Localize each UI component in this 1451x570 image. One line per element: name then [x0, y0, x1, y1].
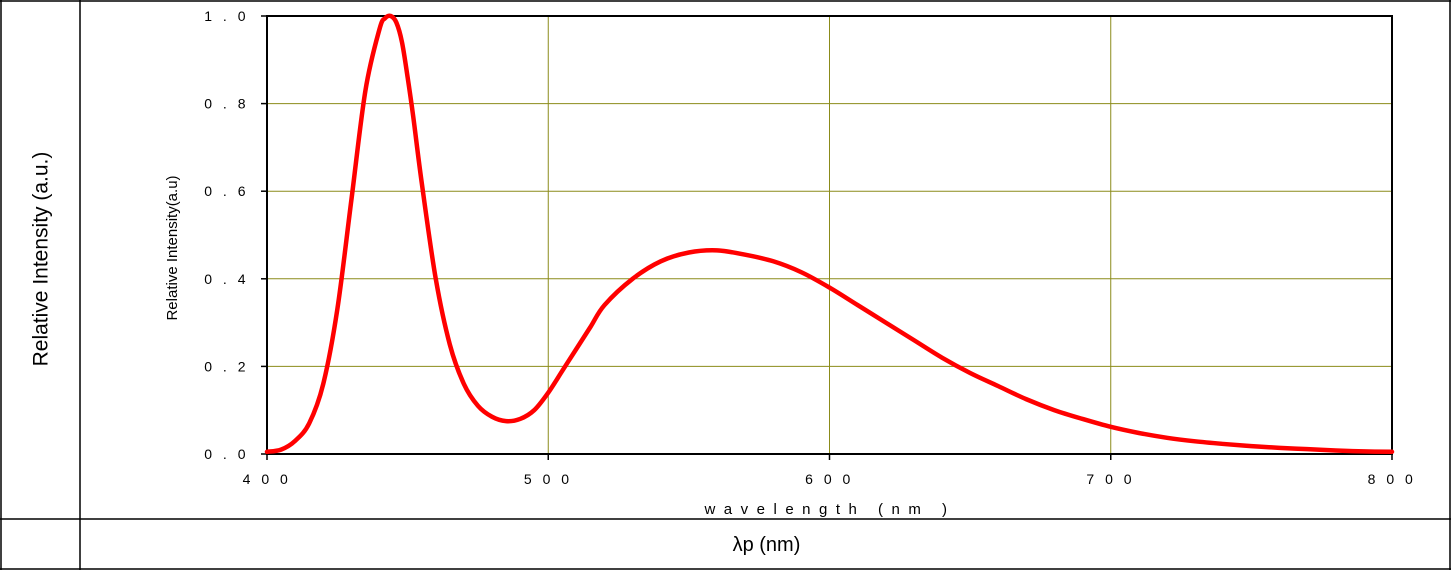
x-tick-label: 5 0 0 [524, 471, 573, 487]
x-tick-label: 6 0 0 [805, 471, 854, 487]
x-axis-title: wavelength (nm ) [703, 501, 955, 518]
y-tick-label: 0 . 4 [204, 271, 249, 287]
y-axis-title: Relative Intensity(a.u) [164, 175, 181, 320]
y-tick-label: 0 . 2 [204, 358, 249, 374]
y-tick-label: 0 . 8 [204, 96, 249, 112]
spectrum-chart: 0 . 0 0 . 2 0 . 4 0 . 6 0 . 8 1 . 0 4 0 0 5 0 … [164, 8, 1417, 518]
x-tick-label: 7 0 0 [1086, 471, 1135, 487]
x-tick-label: 4 0 0 [243, 471, 292, 487]
y-tick-label: 0 . 0 [204, 446, 249, 462]
x-tick-label: 8 0 0 [1368, 471, 1417, 487]
x-axis: 4 0 0 5 0 0 6 0 0 7 0 0 8 0 0 [243, 454, 1417, 487]
y-axis: 0 . 0 0 . 2 0 . 4 0 . 6 0 . 8 1 . 0 [204, 8, 267, 462]
series-line-spectrum [264, 13, 1395, 455]
y-tick-label: 1 . 0 [204, 8, 249, 24]
chart-grid [267, 16, 1392, 454]
y-tick-label: 0 . 6 [204, 183, 249, 199]
bottom-row-label: λp (nm) [732, 533, 801, 556]
